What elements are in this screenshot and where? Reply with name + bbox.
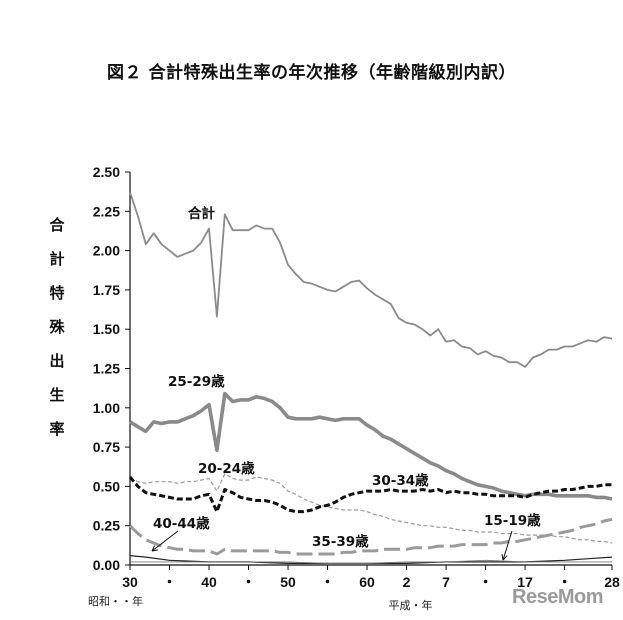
arrow-15-19 [501,530,513,561]
x-axis-label-showa: 昭和・・年 [88,594,143,608]
y-axis-label-char-1: 計 [49,250,65,268]
y-tick-label-9: 2.25 [93,203,120,219]
y-tick-label-1: 0.25 [93,518,120,534]
chart-title: 図２ 合計特殊出生率の年次推移（年齢階級別内訳） [107,63,516,83]
series-line-2 [129,473,613,544]
y-axis-label: 合計特殊出生率 [46,208,68,446]
x-tick-label-2: 40 [201,574,217,590]
series-label-1: 25-29歳 [168,373,225,390]
x-tick-label-8: 7 [442,574,450,590]
x-tick-label-5: ・ [321,574,335,590]
y-tick-label-5: 1.25 [93,361,120,377]
series-line-0 [129,192,613,368]
y-tick-label-3: 0.75 [93,439,120,455]
series-label-2: 20-24歳 [198,460,255,477]
y-axis-label-char-4: 出 [49,352,65,370]
x-tick-label-10: 17 [517,574,533,590]
y-axis-label-char-0: 合 [49,216,65,234]
watermark-logo: ReseMom [512,586,603,608]
y-tick-label-7: 1.75 [93,282,120,298]
x-tick-label-7: 2 [403,574,411,590]
y-tick-label-10: 2.50 [93,164,120,180]
x-tick-label-9: ・ [479,574,493,590]
series-line-4 [128,517,613,556]
series-line-3 [128,476,612,514]
labels-layer: 合計 25-29歳 20-24歳 30-34歳 35-39歳 40-44歳 15-19歳 [151,205,541,561]
y-tick-label-6: 1.50 [93,321,120,337]
x-tick-label-0: 30 [122,574,138,590]
y-axis-label-char-3: 殊 [49,318,65,336]
series-label-6: 15-19歳 [484,512,541,529]
x-tick-label-11: ・ [558,574,572,590]
x-tick-label-4: 50 [280,574,296,590]
x-tick-label-6: 60 [359,574,375,590]
y-axis-label-char-2: 特 [49,284,65,302]
y-tick-label-2: 0.50 [93,478,120,494]
y-axis-label-char-6: 率 [49,420,65,438]
x-tick-label-12: 28 [604,574,620,590]
y-tick-label-0: 0.00 [93,557,120,573]
series-line-6 [130,559,612,564]
y-axis-label-char-5: 生 [49,386,65,404]
series-label-5: 40-44歳 [153,515,210,532]
series-label-0: 合計 [188,205,215,222]
arrow-40-44 [151,530,179,552]
x-axis-label-heisei: 平成・年 [389,598,433,612]
y-tick-label-4: 1.00 [93,400,120,416]
series-label-3: 30-34歳 [372,472,429,489]
series-label-4: 35-39歳 [312,533,369,550]
x-tick-label-3: ・ [242,574,256,590]
x-tick-label-1: ・ [163,574,177,590]
y-tick-label-8: 2.00 [93,243,120,259]
axes: 0.00 0.25 0.50 0.75 1.00 1.25 1.50 1.75 2.00 2.25… [88,164,620,612]
series-line-1 [129,391,613,501]
series-layer [128,192,613,565]
